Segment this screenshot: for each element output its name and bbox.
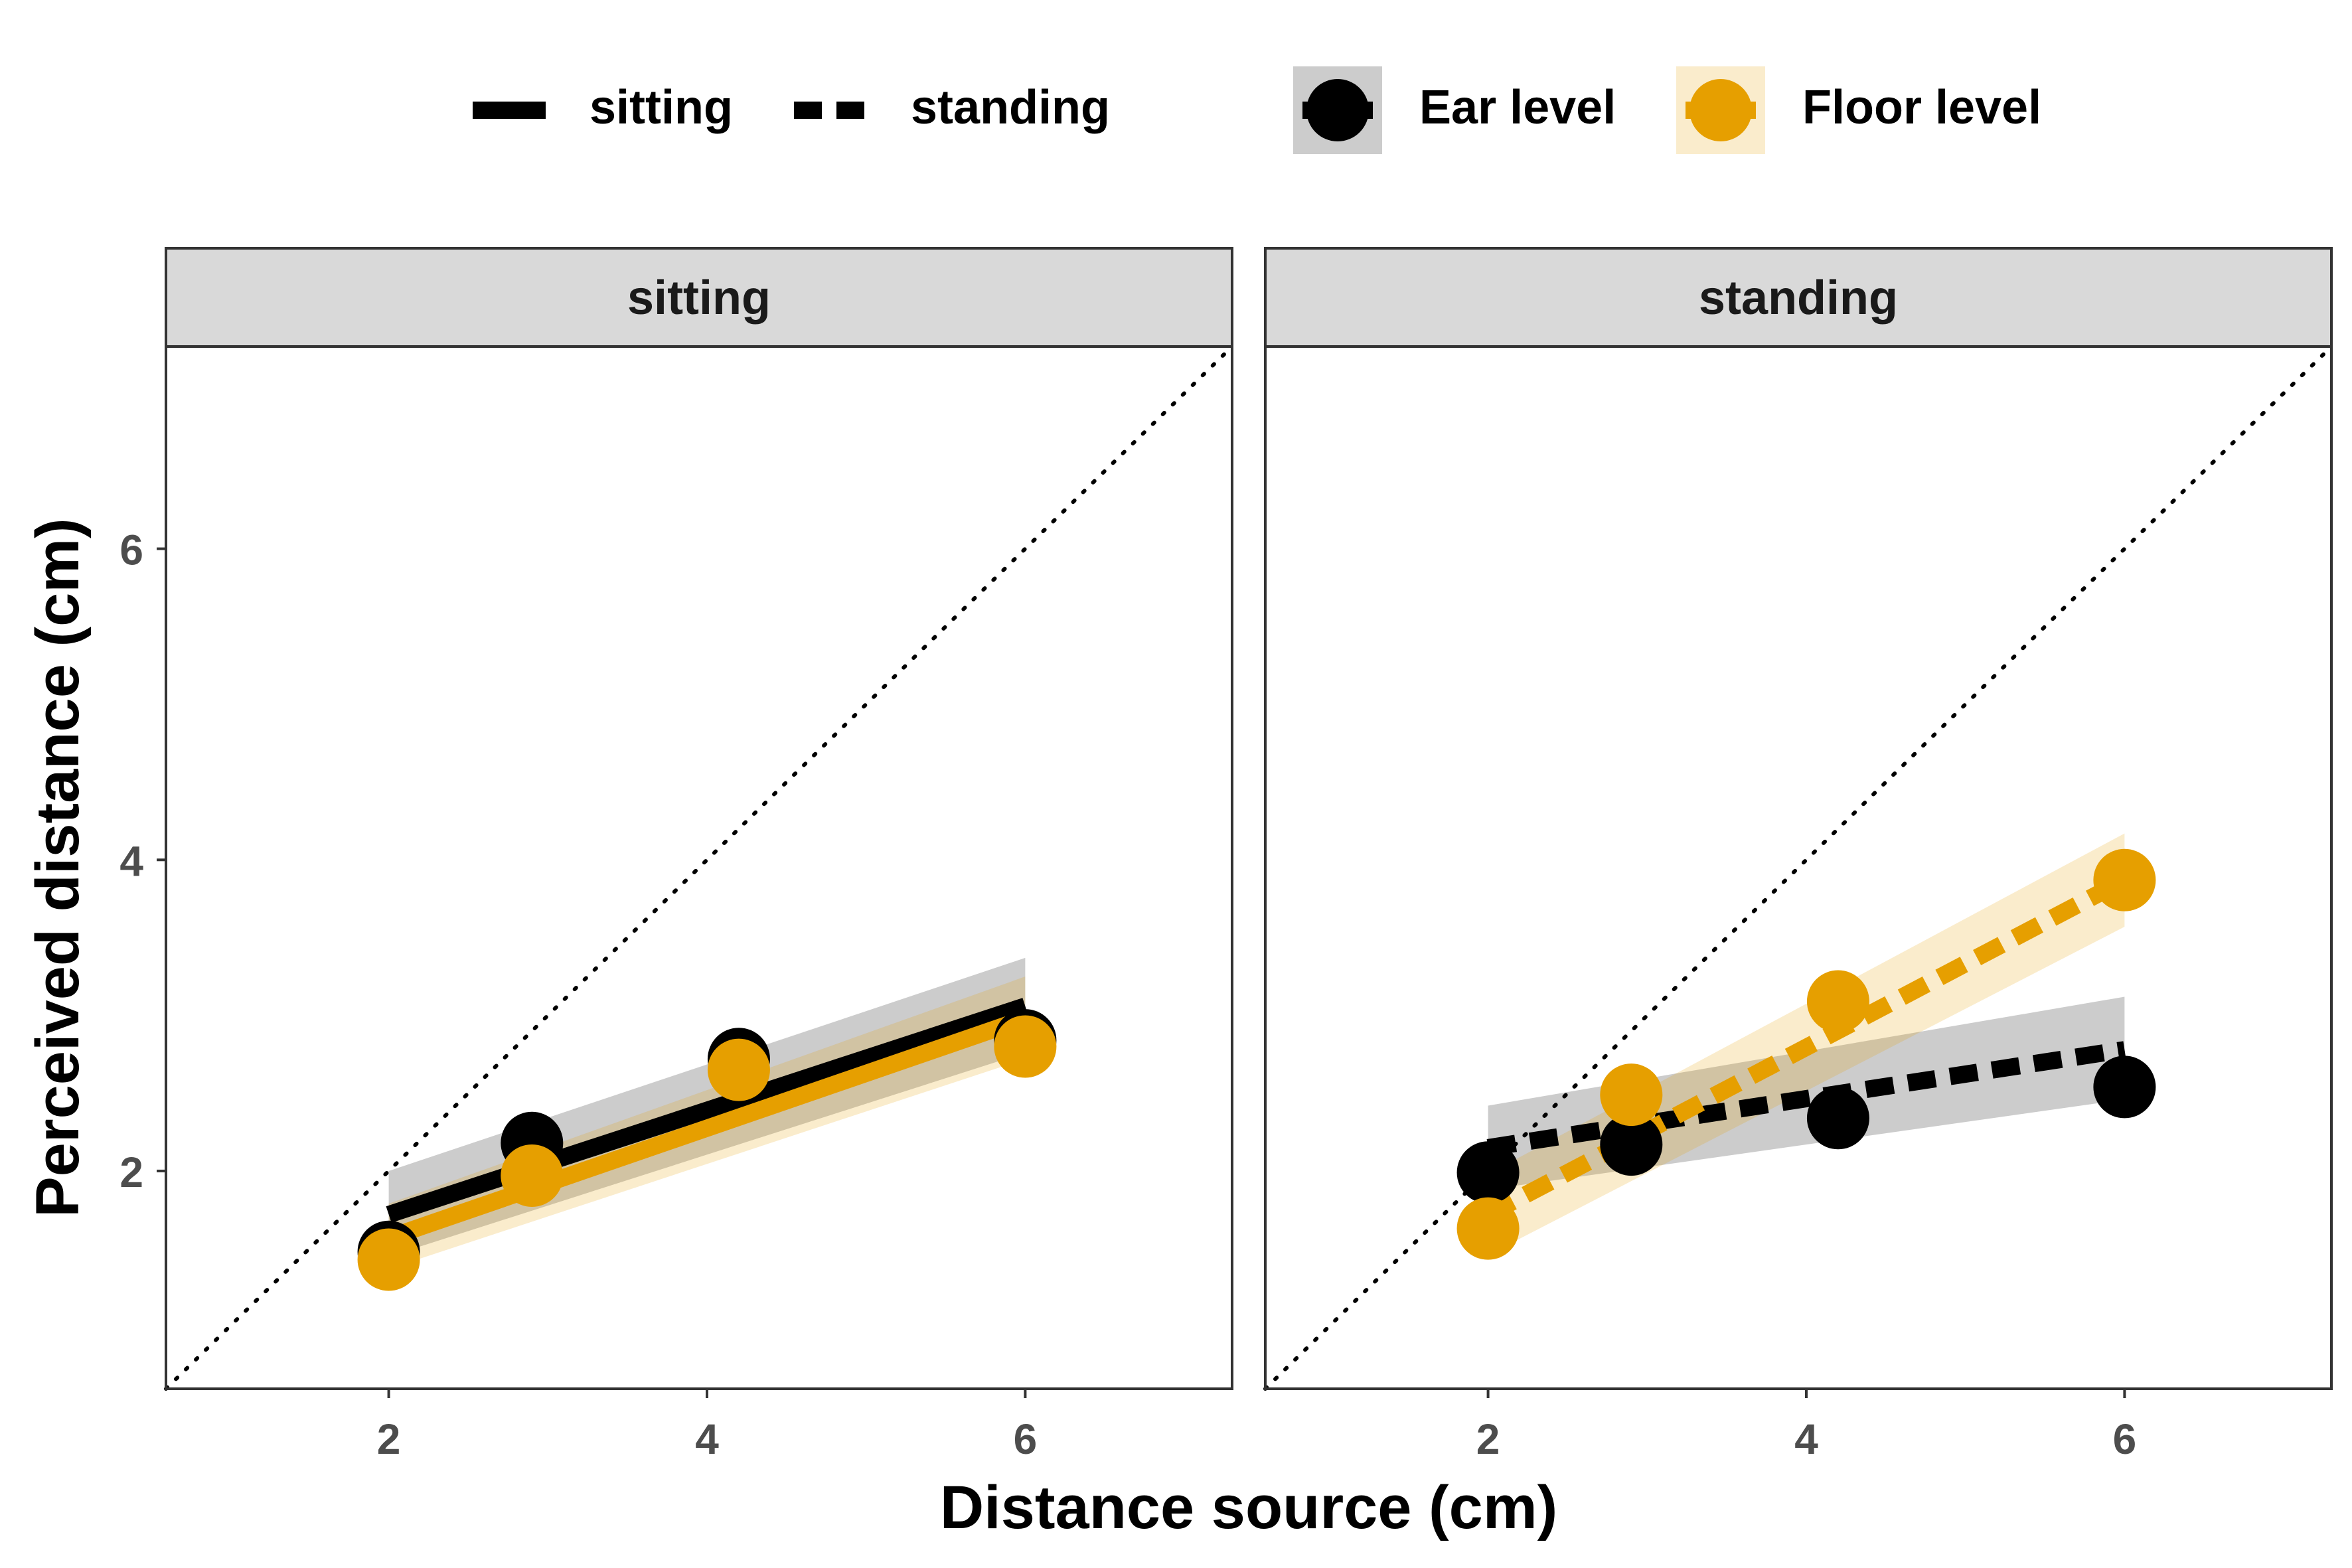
point-standing-ear-level-2 (1806, 1087, 1869, 1150)
x-axis-title: Distance source (cm) (940, 1474, 1558, 1541)
plot-border-standing (1264, 345, 2333, 1390)
point-standing-ear-level-3 (2093, 1056, 2156, 1119)
plot-border-sitting (165, 345, 1233, 1390)
point-sitting-floor-level-1 (501, 1144, 564, 1207)
strip-title-sitting: sitting (627, 272, 771, 325)
point-standing-floor-level-0 (1456, 1197, 1520, 1260)
plot-content-standing (1263, 345, 2333, 1391)
panel-sitting: sitting (164, 247, 1234, 1391)
panel-standing: standing (1263, 247, 2333, 1391)
fit-line-sitting-ear-level (386, 998, 1028, 1223)
y-tick-label-6: 6 (119, 526, 143, 574)
x-tick-label-p0-6: 6 (1014, 1415, 1038, 1463)
plot-content-sitting (164, 345, 1234, 1391)
point-sitting-floor-level-2 (707, 1038, 770, 1101)
legend-key-floor-point (1689, 79, 1752, 141)
legend-label-ear: Ear level (1419, 81, 1616, 134)
strip-title-standing: standing (1699, 272, 1898, 325)
x-tick-label-p0-4: 4 (695, 1415, 719, 1463)
point-standing-floor-level-2 (1806, 970, 1869, 1033)
y-tick-label-4: 4 (119, 837, 143, 885)
identity-line-standing (1263, 345, 2333, 1391)
y-tick-label-2: 2 (119, 1148, 143, 1196)
strip-standing (1264, 247, 2333, 348)
point-standing-floor-level-1 (1600, 1063, 1663, 1127)
fit-line-standing-floor-level (1484, 872, 2129, 1223)
x-tick-label-p0-2: 2 (377, 1415, 401, 1463)
legend-key-ear-point (1306, 79, 1369, 141)
legend-label-standing: standing (911, 81, 1110, 134)
legend-label-floor: Floor level (1802, 81, 2041, 134)
point-standing-floor-level-3 (2093, 848, 2156, 911)
fit-line-sitting-floor-level (386, 1010, 1028, 1246)
point-standing-ear-level-0 (1456, 1141, 1520, 1204)
identity-line-sitting (164, 345, 1234, 1391)
x-tick-label-p1-2: 2 (1476, 1415, 1500, 1463)
legend: sitting standing Ear level Floor level (473, 66, 2041, 154)
x-tick-label-p1-6: 6 (2113, 1415, 2137, 1463)
legend-label-sitting: sitting (589, 81, 733, 134)
point-standing-ear-level-1 (1600, 1113, 1663, 1176)
y-axis-title: Perceived distance (cm) (24, 518, 92, 1217)
fit-line-standing-ear-level (1486, 1041, 2126, 1156)
point-sitting-floor-level-3 (994, 1015, 1057, 1078)
x-tick-label-p1-4: 4 (1794, 1415, 1818, 1463)
axes: 2 4 6 2 4 6 2 4 6 (119, 526, 2136, 1463)
point-sitting-floor-level-0 (357, 1228, 420, 1291)
strip-sitting (165, 247, 1233, 348)
